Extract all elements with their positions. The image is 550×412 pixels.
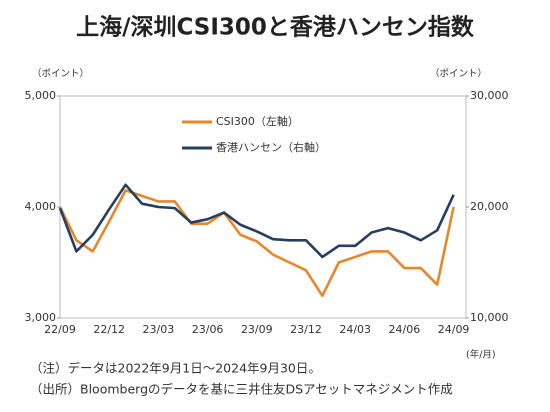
series-line xyxy=(58,183,455,259)
note: （注）データは2022年9月1日～2024年9月30日。 xyxy=(30,361,321,376)
y-tick-label: 3,000 xyxy=(25,311,57,324)
x-tick-label: 23/03 xyxy=(143,323,175,336)
x-tick-label: 23/09 xyxy=(241,323,273,336)
y-axis-label: （ポイント） xyxy=(32,68,89,80)
x-tick-label: 24/09 xyxy=(438,323,470,336)
x-tick-label: 22/09 xyxy=(44,323,76,336)
x-tick-label: 23/06 xyxy=(192,323,224,336)
chart-title: 上海/深圳CSI300と香港ハンセン指数 xyxy=(76,14,475,41)
x-tick-label: 23/12 xyxy=(290,323,322,336)
x-tick-label: 22/12 xyxy=(93,323,125,336)
y-tick-label: 5,000 xyxy=(25,89,57,102)
x-axis-label: (年/月) xyxy=(466,349,496,361)
plot-frame xyxy=(59,95,467,319)
y2-tick-label: 30,000 xyxy=(470,89,509,102)
y2-tick-label: 10,000 xyxy=(470,311,509,324)
y2-tick-label: 20,000 xyxy=(470,200,509,213)
y2-axis-label: （ポイント） xyxy=(430,68,487,80)
series-line xyxy=(58,189,455,298)
x-tick-label: 24/06 xyxy=(389,323,421,336)
note: （出所）Bloombergのデータを基に三井住友DSアセットマネジメント作成 xyxy=(30,382,453,397)
y-tick-label: 4,000 xyxy=(25,200,57,213)
legend-label: CSI300（左軸） xyxy=(216,114,299,128)
x-tick-label: 24/03 xyxy=(339,323,371,336)
legend-label: 香港ハンセン（右軸） xyxy=(216,140,326,154)
